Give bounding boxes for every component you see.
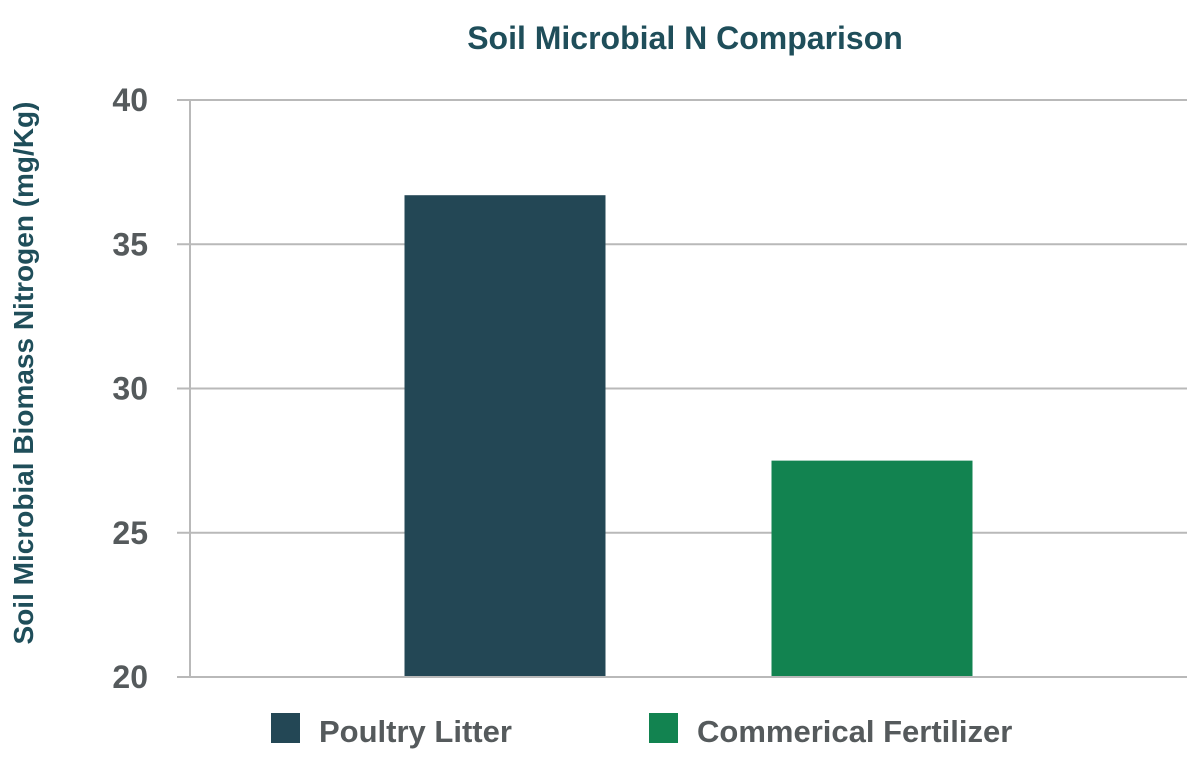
legend: Poultry Litter Commerical Fertilizer (271, 713, 1012, 749)
y-axis-ticks: 20 25 30 35 40 (112, 82, 148, 695)
y-tick-label: 35 (112, 226, 148, 262)
axes (177, 100, 1187, 678)
legend-swatch (271, 713, 300, 743)
legend-swatch (649, 713, 678, 743)
bar-poultry-litter (404, 195, 606, 677)
y-axis-label: Soil Microbial Biomass Nitrogen (mg/Kg) (8, 102, 39, 645)
bar-commerical-fertilizer (771, 460, 973, 677)
y-tick-label: 20 (112, 659, 148, 695)
y-tick-label: 30 (112, 371, 148, 407)
y-tick-label: 40 (112, 82, 148, 118)
legend-label: Poultry Litter (319, 714, 512, 749)
gridlines (177, 99, 1187, 534)
chart-title: Soil Microbial N Comparison (467, 20, 903, 56)
bars (404, 195, 973, 677)
y-tick-label: 25 (112, 515, 148, 551)
legend-label: Commerical Fertilizer (697, 714, 1012, 749)
